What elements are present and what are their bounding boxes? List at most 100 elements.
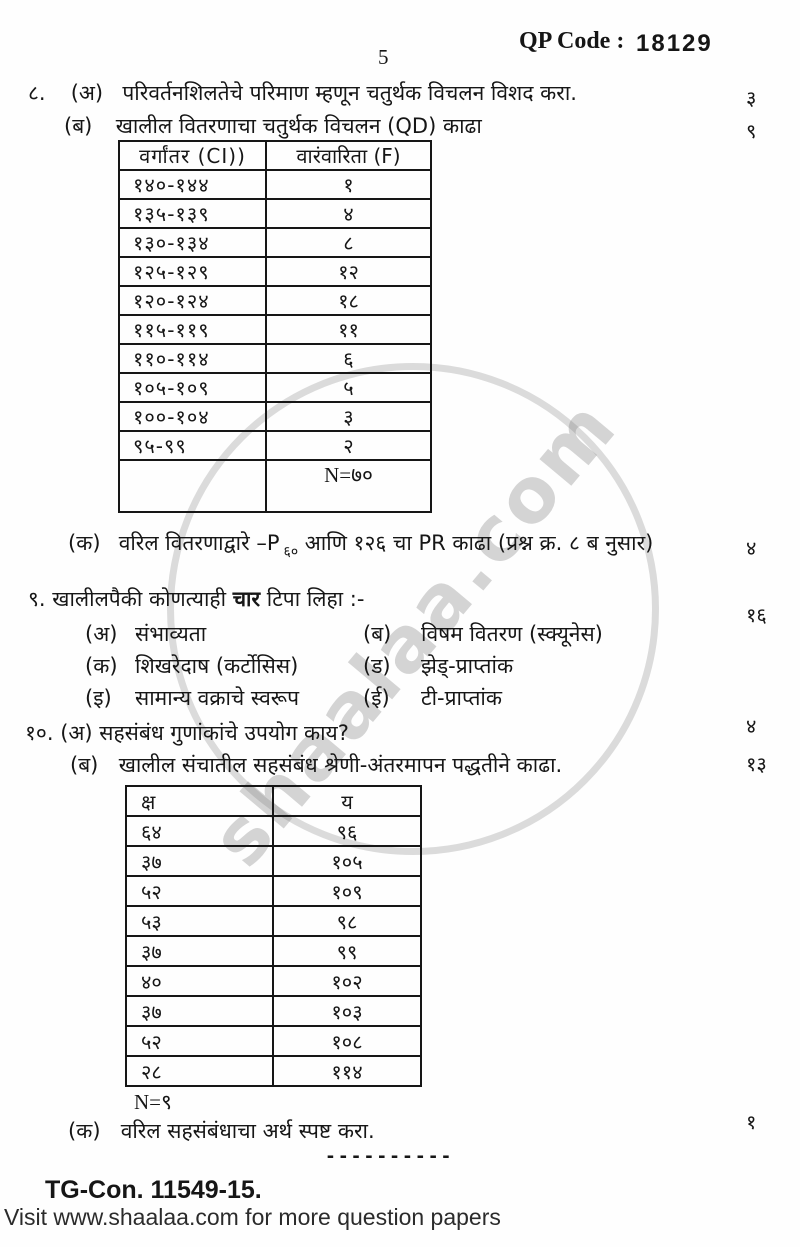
y-cell: १०२ [272,965,422,997]
x-cell: ३७ [125,995,274,1027]
option-label: (क) [85,654,118,678]
f-cell: १ [265,169,432,200]
y-cell: ९९ [272,935,422,967]
q8-b-marks: ९ [746,119,757,143]
option-label: (इ) [85,686,112,710]
table-row: ५२ १०८ [125,1025,422,1057]
f-cell: ८ [265,227,432,258]
x-cell: ४० [125,965,274,997]
table-row: १२५-१२९ १२ [118,256,432,287]
option-label: (ई) [363,686,390,710]
q10-table-header-x: क्ष [125,785,274,817]
x-cell: ६४ [125,815,274,847]
q10-k-label: (क) [68,1119,101,1143]
table-row: ६४ ९६ [125,815,422,847]
table-row: १००-१०४ ३ [118,401,432,432]
ci-cell: ११५-११९ [118,314,267,345]
q8-line-a: ८. (अ) परिवर्तनशिलतेचे परिमाण म्हणून चतु… [28,80,577,107]
q8-table-header-f: वारंवारिता (F) [265,140,432,171]
x-cell: ३७ [125,845,274,877]
q10-correlation-table: क्ष य ६४ ९६ ३७ १०५ ५२ १०९ ५३ ९८ ३७ ९९ ४० १०२ ३… [125,785,422,1087]
y-cell: १०९ [272,875,422,907]
f-cell: ६ [265,343,432,374]
f-cell: ३ [265,401,432,432]
ci-cell: १४०-१४४ [118,169,267,200]
q9-option-row: (क) शिखरेदाष (कर्टोसिस) (ड) झेड्-प्राप्त… [85,652,685,680]
q8-table-header-ci: वर्गांतर (CI)) [118,140,267,171]
ci-cell: १०५-१०९ [118,372,267,403]
ci-cell: १३५-१३९ [118,198,267,229]
q10-k-text: वरिल सहसंबंधाचा अर्थ स्पष्ट करा. [120,1119,375,1143]
q8-line-k: (क) वरिल वितरणाद्वारे –P ६० आणि १२६ चा PR… [68,530,653,566]
y-cell: १०३ [272,995,422,1027]
q9-option-row: (अ) संभाव्यता (ब) विषम वितरण (स्क्यूनेस) [85,620,685,648]
q8-a-text: परिवर्तनशिलतेचे परिमाण म्हणून चतुर्थक वि… [122,81,577,105]
end-dashes: ---------- [325,1146,454,1167]
q8-line-b: (ब) खालील वितरणाचा चतुर्थक विचलन (QD) का… [64,113,482,140]
q8-a-label: (अ) [70,81,104,105]
table-row: ११५-११९ ११ [118,314,432,345]
table-row: २८ ११४ [125,1055,422,1087]
q9-heading-bold: चार [232,587,261,611]
f-cell: ११ [265,314,432,345]
shaalaa-promo-text: Visit www.shaalaa.com for more question … [4,1204,501,1230]
q10-n-total: N=९ [134,1090,172,1114]
q9-heading: ९. खालीलपैकी कोणत्याही चार टिपा लिहा :- [28,586,364,613]
qp-code-label: QP Code : [519,28,625,54]
paper-code: TG-Con. 11549-15. [45,1176,262,1204]
q9-option-row: (इ) सामान्य वक्राचे स्वरूप (ई) टी-प्राप्… [85,684,685,712]
table-row: १२०-१२४ १८ [118,285,432,316]
table-row: ३७ १०३ [125,995,422,1027]
table-total-row: N=७० [118,459,432,513]
q8-k-text-pre: वरिल वितरणाद्वारे –P [118,531,280,555]
q8-k-label: (क) [68,531,101,555]
q8-b-label: (ब) [64,114,93,138]
q8-k-text-post: आणि १२६ चा PR काढा (प्रश्न क्र. ८ ब नुसा… [304,531,654,555]
y-cell: ११४ [272,1055,422,1087]
q10-b-marks: १३ [746,752,767,776]
y-cell: ९८ [272,905,422,937]
option-text: झेड्-प्राप्तांक [421,654,514,678]
ci-cell: १२५-१२९ [118,256,267,287]
ci-cell: १२०-१२४ [118,285,267,316]
table-row: ३७ १०५ [125,845,422,877]
table-row: ११०-११४ ६ [118,343,432,374]
q9-heading-post: टिपा लिहा :- [260,587,365,611]
qp-code-value: 18129 [636,30,713,57]
option-text: शिखरेदाष (कर्टोसिस) [135,654,299,678]
f-cell: १२ [265,256,432,287]
option-text: विषम वितरण (स्क्यूनेस) [421,622,603,646]
option-text: संभाव्यता [135,622,207,646]
q8-k-subscript: ६० [283,544,299,560]
empty-cell [118,459,267,513]
f-cell: ५ [265,372,432,403]
table-row: ५३ ९८ [125,905,422,937]
table-row: १०५-१०९ ५ [118,372,432,403]
table-row: ५२ १०९ [125,875,422,907]
y-cell: १०५ [272,845,422,877]
y-cell: ९६ [272,815,422,847]
q10-line-k: (क) वरिल सहसंबंधाचा अर्थ स्पष्ट करा. [68,1118,375,1145]
table-header-row: क्ष य [125,785,422,817]
x-cell: ५२ [125,875,274,907]
table-row: १३५-१३९ ४ [118,198,432,229]
q10-b-label: (ब) [70,753,99,777]
x-cell: २८ [125,1055,274,1087]
table-row: ४० १०२ [125,965,422,997]
total-cell: N=७० [265,459,432,513]
option-label: (अ) [85,622,118,646]
q8-a-marks: ३ [746,86,757,110]
f-cell: ४ [265,198,432,229]
q8-frequency-table: वर्गांतर (CI)) वारंवारिता (F) १४०-१४४ १ १… [118,140,432,513]
option-label: (ब) [363,622,392,646]
x-cell: ३७ [125,935,274,967]
ci-cell: १००-१०४ [118,401,267,432]
q10-b-text: खालील संचातील सहसंबंध श्रेणी-अंतरमापन पद… [118,753,563,777]
table-row: ३७ ९९ [125,935,422,967]
q10-k-marks: १ [746,1110,757,1134]
table-header-row: वर्गांतर (CI)) वारंवारिता (F) [118,140,432,171]
q10-line-b: (ब) खालील संचातील सहसंबंध श्रेणी-अंतरमाप… [70,752,562,779]
q10-a-marks: ४ [746,714,757,738]
table-row: १३०-१३४ ८ [118,227,432,258]
